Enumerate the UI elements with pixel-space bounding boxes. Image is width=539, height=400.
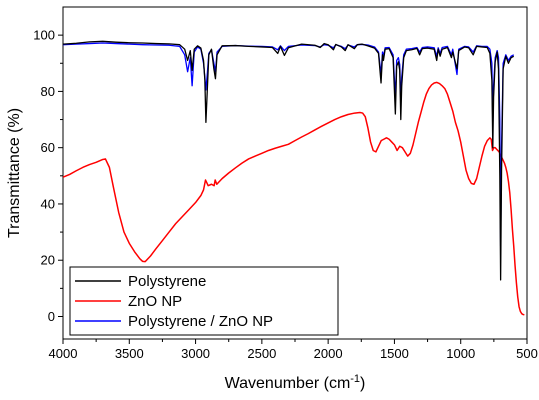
x-axis-title-end: ) xyxy=(360,375,365,392)
legend: Polystyrene ZnO NP Polystyrene / ZnO NP xyxy=(69,266,339,336)
y-tick-label: 20 xyxy=(41,253,55,268)
y-axis-title: Transmittance (%) xyxy=(6,108,23,238)
legend-label-zno-np: ZnO NP xyxy=(128,293,182,310)
x-tick-label: 4000 xyxy=(49,346,78,361)
y-tick-label: 100 xyxy=(33,28,55,43)
x-tick-label: 2000 xyxy=(314,346,343,361)
x-tick-label: 2500 xyxy=(247,346,276,361)
x-tick-label: 1000 xyxy=(446,346,475,361)
x-tick-label: 3000 xyxy=(181,346,210,361)
y-tick-label: 80 xyxy=(41,84,55,99)
y-axis: 0 20 40 60 80 100 xyxy=(33,28,63,324)
x-tick-label: 3500 xyxy=(115,346,144,361)
y-tick-label: 40 xyxy=(41,196,55,211)
x-axis-title: Wavenumber (cm-1) xyxy=(225,373,366,392)
x-axis-title-superscript: -1 xyxy=(350,373,360,385)
y-tick-label: 0 xyxy=(48,309,55,324)
x-axis-title-main: Wavenumber (cm xyxy=(225,375,351,392)
x-tick-label: 500 xyxy=(516,346,538,361)
series-line-zno-np xyxy=(62,81,525,316)
legend-label-polystyrene-zno-np: Polystyrene / ZnO NP xyxy=(128,313,273,330)
legend-label-polystyrene: Polystyrene xyxy=(128,273,206,290)
x-axis: 4000 3500 3000 2500 2000 1500 1000 500 xyxy=(49,339,538,361)
series-line-polystyrene xyxy=(62,40,515,281)
series-layer xyxy=(62,40,525,316)
x-tick-label: 1500 xyxy=(380,346,409,361)
y-tick-label: 60 xyxy=(41,140,55,155)
